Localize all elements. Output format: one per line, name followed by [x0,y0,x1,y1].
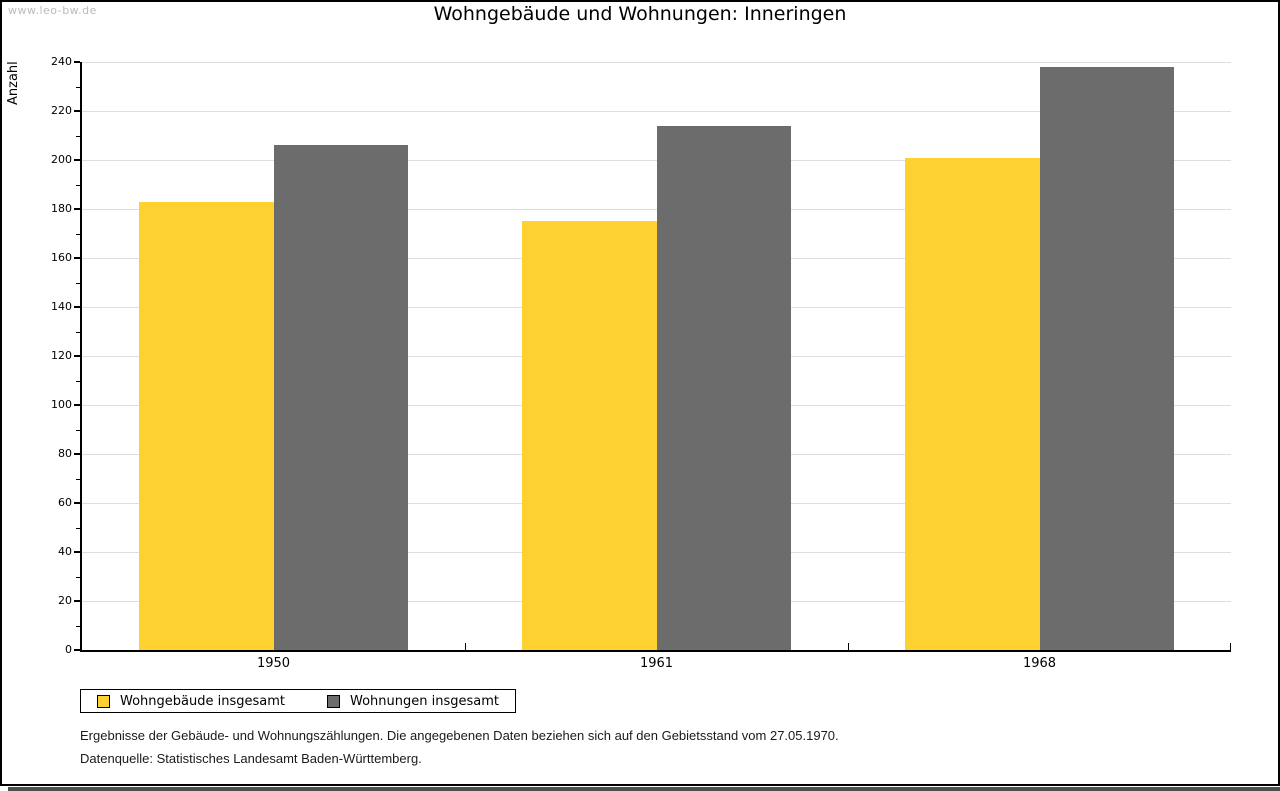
legend-item-wohngebaeude: Wohngebäude insgesamt [97,694,285,709]
y-tick-label-20: 20 [58,594,72,607]
y-tick-label-60: 60 [58,496,72,509]
plot-area: 0 20 40 60 80 100 120 140 160 180 200 220 240 1950 196… [51,55,1231,671]
legend-label-wohnungen: Wohnungen insgesamt [350,693,499,709]
y-tick-major-40 [74,551,80,553]
y-tick-minor-150 [76,282,80,284]
y-tick-label-180: 180 [51,202,72,215]
chart-title: Wohngebäude und Wohnungen: Inneringen [433,3,847,25]
y-tick-major-20 [74,600,80,602]
y-tick-major-220 [74,110,80,112]
y-tick-major-140 [74,306,80,308]
x-tick-label-1950: 1950 [256,656,291,671]
y-tick-minor-230 [76,86,80,88]
footnote-data-source: Datenquelle: Statistisches Landesamt Bad… [80,751,422,766]
y-tick-minor-30 [76,576,80,578]
y-tick-major-80 [74,453,80,455]
y-tick-minor-10 [76,625,80,627]
y-tick-label-140: 140 [51,300,72,313]
y-tick-label-100: 100 [51,398,72,411]
y-tick-major-120 [74,355,80,357]
legend-label-wohngebaeude: Wohngebäude insgesamt [120,693,285,709]
y-tick-major-200 [74,159,80,161]
y-tick-label-220: 220 [51,104,72,117]
x-tick-label-1968: 1968 [1022,656,1057,671]
bar-1950-wohnungen-insgesamt [273,145,408,650]
bottom-edge-bar [8,787,1280,791]
legend-box: Wohngebäude insgesamt Wohnungen insgesam… [80,689,516,713]
y-tick-major-180 [74,208,80,210]
y-tick-label-160: 160 [51,251,72,264]
x-axis-tick-2 [847,643,849,650]
y-tick-minor-210 [76,135,80,137]
y-tick-major-240 [74,61,80,63]
y-tick-major-160 [74,257,80,259]
y-tick-label-120: 120 [51,349,72,362]
bar-1968-wohngeb-ude-insgesamt [905,157,1040,650]
y-tick-minor-190 [76,184,80,186]
y-tick-label-200: 200 [51,153,72,166]
bar-1968-wohnungen-insgesamt [1039,66,1174,650]
y-axis-title: Anzahl [6,61,21,105]
y-tick-minor-70 [76,478,80,480]
x-axis-tick-1 [464,643,466,650]
y-tick-minor-130 [76,331,80,333]
x-axis-tick-end [1230,643,1231,650]
legend-item-wohnungen: Wohnungen insgesamt [327,694,499,709]
gridline-240 [82,61,1231,63]
bar-1961-wohngeb-ude-insgesamt [522,221,657,650]
bar-1950-wohngeb-ude-insgesamt [139,201,274,650]
y-tick-major-100 [74,404,80,406]
y-tick-major-0 [74,649,80,651]
legend-swatch-wohngebaeude [97,694,110,708]
y-tick-label-240: 240 [51,55,72,68]
y-tick-minor-50 [76,527,80,529]
y-tick-major-60 [74,502,80,504]
y-tick-minor-170 [76,233,80,235]
footnote-source-note: Ergebnisse der Gebäude- und Wohnungszähl… [80,728,839,743]
bar-1961-wohnungen-insgesamt [656,125,791,650]
y-tick-label-0: 0 [65,643,72,656]
y-tick-label-40: 40 [58,545,72,558]
legend-swatch-wohnungen [327,694,340,708]
y-tick-minor-90 [76,429,80,431]
y-tick-label-80: 80 [58,447,72,460]
y-tick-minor-110 [76,380,80,382]
x-tick-label-1961: 1961 [639,656,674,671]
gridline-220 [82,110,1231,112]
site-watermark: www.leo-bw.de [8,4,97,17]
